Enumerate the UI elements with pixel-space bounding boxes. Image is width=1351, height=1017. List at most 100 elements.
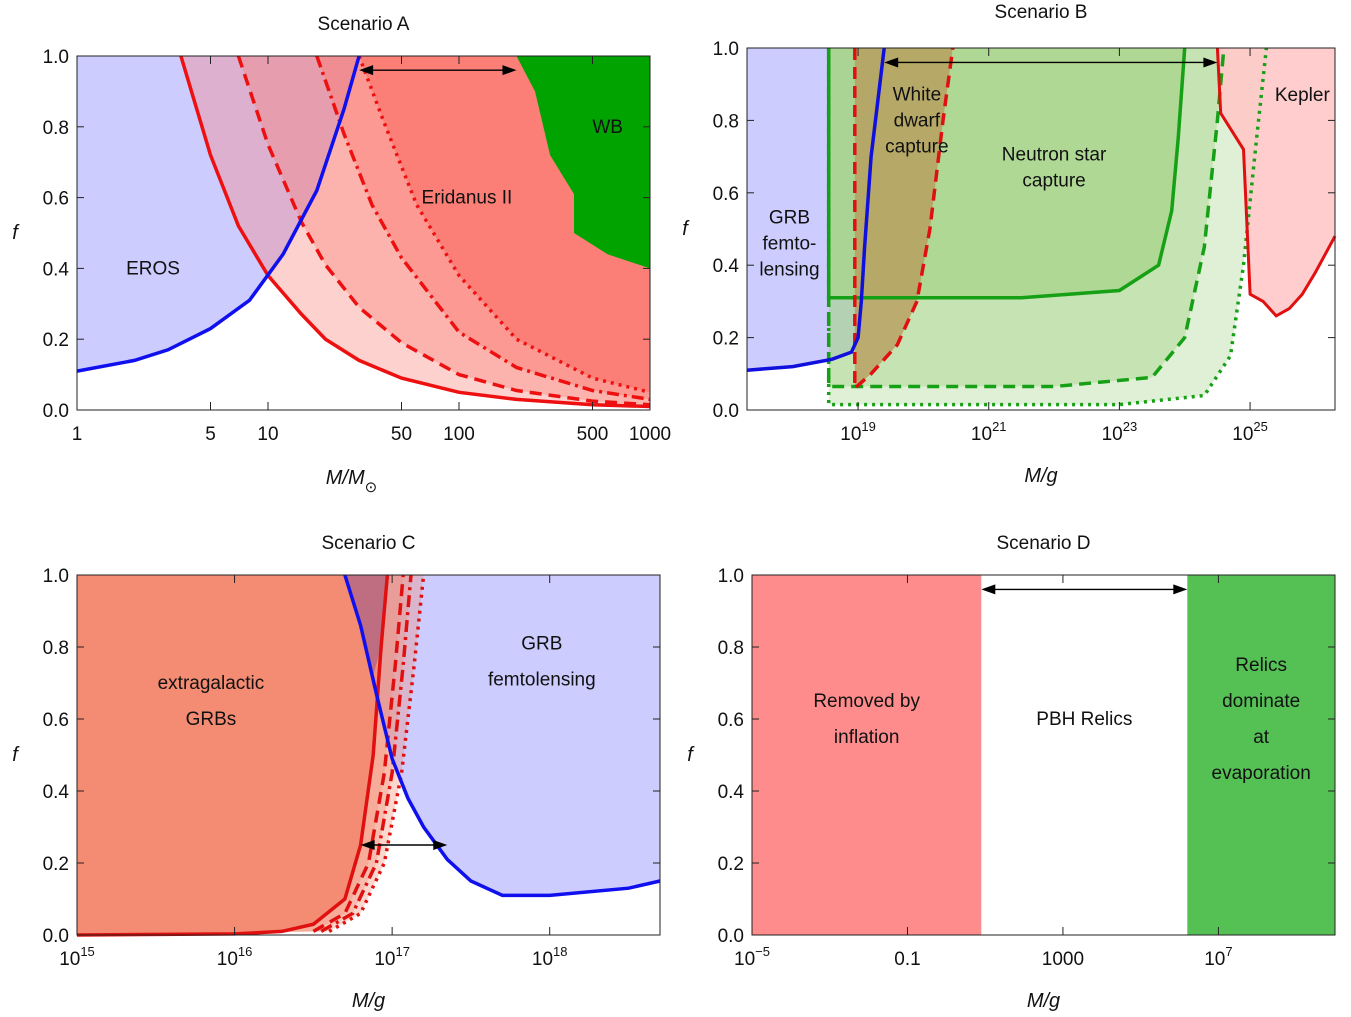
region-extragalactic-grbs — [77, 575, 388, 935]
y-axis-label: f — [12, 744, 20, 766]
x-tick-exponent: 7 — [1225, 944, 1232, 959]
line-eridanus — [179, 55, 651, 409]
window-arrow — [884, 57, 1218, 68]
label-eridanus: Eridanus II — [421, 188, 512, 209]
x-tick-label: 500 — [577, 424, 609, 445]
x-tick-label: 1019 — [840, 419, 876, 445]
line-white-dwarf — [853, 47, 955, 393]
line-extragalactic-grbs — [312, 574, 405, 933]
x-tick-exponent: 16 — [238, 944, 252, 959]
line-extragalactic-grbs — [328, 574, 426, 933]
x-tick-label: 1015 — [59, 944, 95, 970]
y-tick-label: 0.2 — [718, 854, 744, 875]
x-tick-exponent: 25 — [1253, 419, 1267, 434]
region-overlap — [344, 575, 388, 676]
y-tick-label: 0.8 — [718, 638, 744, 659]
region-removed-by-inflation — [752, 575, 982, 935]
y-tick-label: 0.4 — [713, 256, 740, 277]
label-grb: femto- — [763, 233, 817, 254]
label-extragalactic-grbs: GRBs — [186, 709, 237, 730]
y-tick-label: 0.0 — [713, 401, 739, 422]
region-eros — [77, 56, 360, 372]
label-femtolensing: GRB — [521, 633, 562, 654]
line-neutron-star — [826, 47, 1269, 407]
y-tick-label: 0.6 — [43, 710, 69, 731]
panel-scenario-b: GRB femto-lensing White dwarf capture Neutron… — [682, 2, 1337, 487]
panel-title: Scenario C — [322, 533, 416, 554]
label-eros: EROS — [126, 258, 180, 279]
plot-frame — [76, 55, 651, 411]
x-tick-label: 100 — [443, 424, 475, 445]
label-pbh-relics: PBH Relics — [1036, 709, 1132, 730]
arrow-head-left — [360, 840, 375, 850]
region-wb — [516, 56, 650, 269]
x-axis-label: M/g — [352, 990, 385, 1012]
label-wb: WB — [592, 117, 623, 138]
y-tick-label: 0.8 — [43, 638, 69, 659]
region-relics-dominate — [1187, 575, 1335, 935]
label-grb: GRB — [769, 207, 810, 228]
plot-frame — [746, 47, 1336, 411]
y-tick-label: 1.0 — [43, 47, 69, 68]
panel-title: Scenario A — [318, 14, 410, 35]
x-axis-label: M/M⊙ — [326, 467, 377, 496]
arrow-head-right — [1203, 57, 1218, 68]
label-relics-dominate: Relics — [1235, 655, 1287, 676]
panel-scenario-d: Removed by inflation PBH Relics Relics domin… — [687, 533, 1336, 1012]
y-axis-label: f — [687, 744, 695, 766]
label-neutron-star: capture — [1022, 170, 1085, 191]
y-axis-label: f — [12, 222, 20, 244]
y-tick-label: 0.8 — [713, 111, 739, 132]
x-tick-label: 107 — [1204, 944, 1232, 970]
x-tick-label: 1023 — [1102, 419, 1138, 445]
region-white-dwarf — [854, 48, 953, 389]
line-eridanus — [357, 55, 651, 394]
label-white-dwarf: dwarf — [894, 110, 941, 131]
y-tick-label: 0.0 — [43, 926, 69, 947]
line-neutron-star — [826, 47, 1226, 389]
y-tick-label: 0.6 — [718, 710, 744, 731]
x-tick-exponent: 21 — [992, 419, 1006, 434]
window-arrow — [359, 65, 517, 76]
plot-frame — [76, 574, 661, 936]
x-tick-label: 10−5 — [734, 944, 770, 970]
label-extragalactic-grbs: extragalactic — [158, 673, 265, 694]
arrow-head-left — [359, 65, 374, 76]
label-removed-by-inflation: Removed by — [813, 691, 920, 712]
y-tick-label: 0.0 — [718, 926, 744, 947]
x-tick-exponent: 23 — [1123, 419, 1137, 434]
region-kepler — [1217, 48, 1335, 316]
x-tick-exponent: 18 — [553, 944, 567, 959]
label-relics-dominate: evaporation — [1212, 763, 1311, 784]
y-tick-label: 0.6 — [43, 189, 69, 210]
label-relics-dominate: dominate — [1222, 691, 1300, 712]
x-axis-label: M/g — [1024, 465, 1057, 487]
y-tick-label: 1.0 — [718, 566, 744, 587]
x-axis-label: M/g — [1027, 990, 1060, 1012]
y-tick-label: 0.8 — [43, 118, 69, 139]
line-grb — [746, 47, 886, 372]
y-axis-label: f — [682, 218, 690, 240]
label-femtolensing: femtolensing — [488, 669, 596, 690]
line-extragalactic-grbs — [76, 574, 390, 937]
label-grb: lensing — [759, 259, 819, 280]
arrow-head-right — [433, 840, 448, 850]
label-white-dwarf: capture — [885, 136, 948, 157]
x-tick-label: 10 — [257, 424, 278, 445]
arrow-head-right — [502, 65, 517, 76]
region-femtolensing — [344, 575, 660, 896]
y-tick-label: 1.0 — [43, 566, 69, 587]
x-tick-exponent: 19 — [861, 419, 875, 434]
plot-frame — [751, 574, 1336, 936]
x-tick-exponent: 17 — [395, 944, 409, 959]
x-tick-label: 1021 — [971, 419, 1007, 445]
arrow-head-right — [1173, 584, 1188, 595]
label-neutron-star: Neutron star — [1002, 144, 1107, 165]
x-tick-label: 1000 — [1042, 949, 1084, 970]
window-arrow — [981, 584, 1188, 595]
label-removed-by-inflation: inflation — [834, 727, 900, 748]
x-tick-exponent: 15 — [80, 944, 94, 959]
y-tick-label: 0.4 — [43, 259, 70, 280]
label-relics-dominate: at — [1253, 727, 1270, 748]
x-tick-label: 5 — [205, 424, 216, 445]
